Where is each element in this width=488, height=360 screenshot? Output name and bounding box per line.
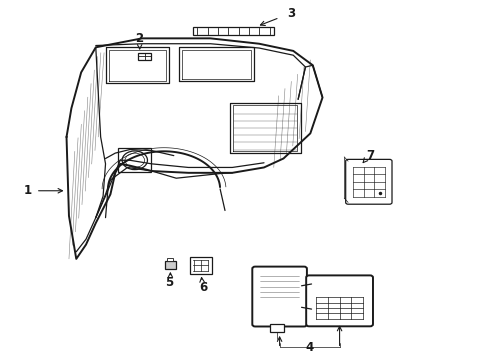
FancyBboxPatch shape [305,275,372,326]
Bar [164,261,175,269]
Text: 1: 1 [23,184,32,197]
Text: 7: 7 [366,149,374,162]
Text: 5: 5 [164,276,173,289]
Bar [138,53,150,59]
Text: 6: 6 [199,281,207,294]
Bar [189,257,211,274]
FancyBboxPatch shape [252,267,306,327]
Text: 3: 3 [286,8,295,21]
Bar [118,148,151,172]
Text: 2: 2 [135,32,143,45]
Bar [193,27,273,35]
Bar [167,258,173,261]
Bar [270,324,284,332]
Text: 4: 4 [305,341,313,354]
FancyBboxPatch shape [345,159,391,204]
